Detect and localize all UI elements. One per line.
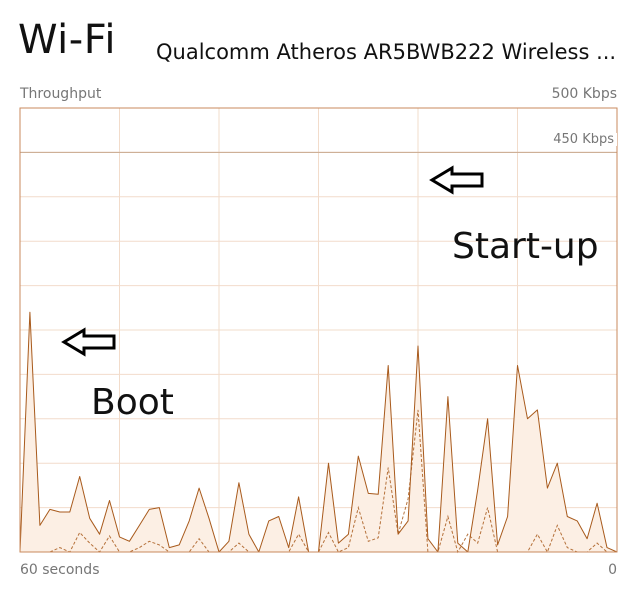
- annotation-boot: Boot: [91, 382, 174, 423]
- series-0-area: [20, 312, 617, 552]
- window-title: Wi-Fi: [18, 17, 116, 63]
- plot-border: [19, 107, 618, 553]
- startup-arrow-icon: [429, 165, 484, 195]
- annotation-startup: Start-up: [452, 226, 599, 267]
- x-axis-right-label: 0: [608, 562, 617, 578]
- adapter-name: Qualcomm Atheros AR5BWB222 Wireless ...: [156, 40, 617, 64]
- x-axis-left-label: 60 seconds: [20, 562, 100, 578]
- y-axis-label: Throughput: [20, 86, 102, 102]
- boot-arrow-icon: [61, 327, 116, 357]
- reference-line-label: 450 Kbps: [550, 133, 617, 146]
- y-max-label: 500 Kbps: [551, 86, 617, 102]
